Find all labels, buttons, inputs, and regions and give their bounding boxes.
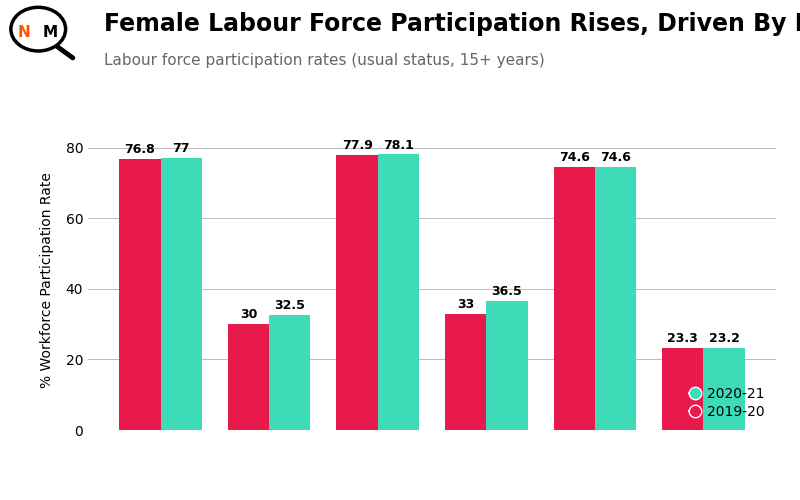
Bar [703, 348, 745, 430]
Bar [554, 166, 595, 430]
Text: Urban Male: Urban Male [564, 477, 644, 491]
Y-axis label: % Workforce Participation Rate: % Workforce Participation Rate [41, 172, 54, 388]
Text: Labour force participation rates (usual status, 15+ years): Labour force participation rates (usual … [104, 52, 545, 68]
Bar [269, 316, 310, 430]
Text: 33: 33 [457, 298, 474, 310]
Bar [595, 166, 636, 430]
Bar [662, 348, 703, 430]
Legend: 2020-21, 2019-20: 2020-21, 2019-20 [685, 382, 769, 423]
Text: M: M [42, 25, 58, 40]
Text: 30: 30 [240, 308, 257, 322]
Text: Rural Male: Rural Male [338, 477, 411, 491]
Text: All India Female: All India Female [205, 477, 315, 491]
Text: 36.5: 36.5 [491, 286, 522, 298]
Bar [119, 159, 161, 430]
Bar [378, 154, 419, 430]
Bar [228, 324, 269, 430]
Text: 74.6: 74.6 [600, 151, 631, 164]
Text: 32.5: 32.5 [274, 300, 305, 312]
Text: 23.2: 23.2 [709, 332, 739, 345]
Text: 74.6: 74.6 [559, 151, 590, 164]
Text: 77.9: 77.9 [342, 139, 373, 152]
Text: All India Male: All India Male [98, 477, 192, 491]
Text: Female Labour Force Participation Rises, Driven By Rural Women: Female Labour Force Participation Rises,… [104, 12, 800, 36]
Text: 77: 77 [173, 142, 190, 156]
Bar [445, 314, 486, 430]
Bar [337, 155, 378, 430]
Text: Urban Female: Urban Female [670, 477, 767, 491]
Text: 76.8: 76.8 [125, 143, 155, 156]
Bar [161, 158, 202, 430]
Text: Rural Female: Rural Female [444, 477, 534, 491]
Circle shape [11, 8, 66, 51]
Text: 23.3: 23.3 [667, 332, 698, 345]
Text: N: N [18, 25, 30, 40]
Bar [486, 301, 527, 430]
Text: 78.1: 78.1 [383, 138, 414, 151]
